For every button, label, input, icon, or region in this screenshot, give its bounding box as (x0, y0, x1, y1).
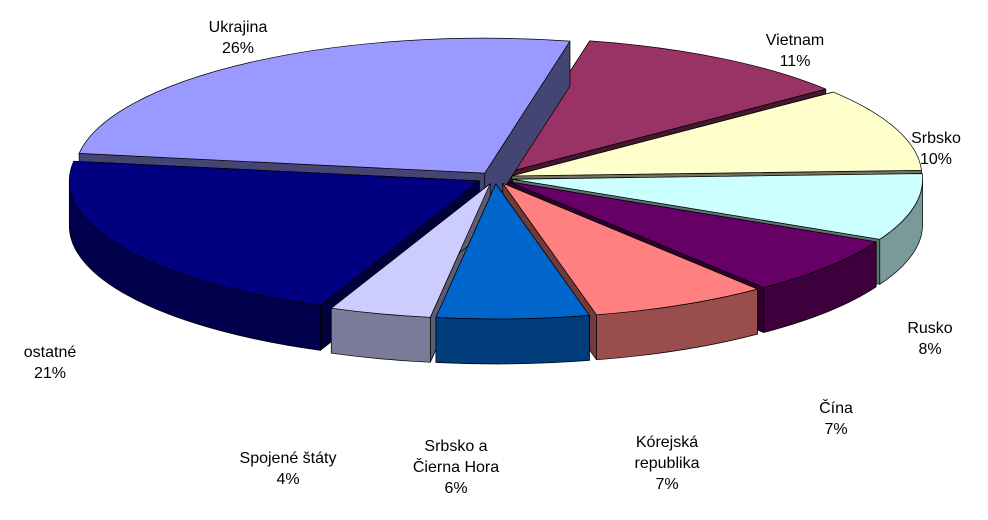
label-category: Srbsko a Čierna Hora (412, 438, 500, 476)
label-value: 7% (824, 421, 848, 438)
label-value: 26% (221, 40, 255, 57)
label-value: 4% (276, 471, 300, 488)
slice (78, 37, 571, 174)
label-value: 6% (444, 480, 468, 497)
label-category: Vietnam (765, 32, 825, 49)
data-label: ostatné 21% (0, 342, 102, 384)
data-label: Srbsko 10% (884, 128, 988, 170)
slice (502, 182, 758, 316)
data-label: Vietnam 11% (743, 30, 847, 72)
slice (508, 181, 877, 288)
label-category: Srbsko (911, 130, 961, 147)
label-value: 8% (918, 341, 942, 358)
label-category: ostatné (23, 344, 77, 361)
slice (512, 173, 923, 240)
label-category: Čína (819, 400, 853, 417)
slice (330, 183, 491, 318)
slice (435, 183, 590, 320)
label-category: Kórejská republika (634, 434, 700, 472)
slice-wall (435, 315, 590, 365)
label-category: Rusko (907, 320, 953, 337)
data-label: Spojené štáty 4% (236, 448, 340, 490)
data-label: Kórejská republika 7% (615, 432, 719, 495)
label-value: 21% (33, 365, 67, 382)
label-value: 7% (655, 476, 679, 493)
slice (68, 160, 480, 306)
slice (504, 40, 827, 174)
data-label: Čína 7% (784, 398, 888, 440)
data-label: Rusko 8% (878, 318, 982, 360)
data-label: Ukrajina 26% (186, 17, 290, 59)
label-category: Spojené štáty (239, 450, 337, 467)
label-value: 10% (919, 151, 953, 168)
slice (511, 91, 922, 177)
label-value: 11% (779, 53, 811, 70)
label-category: Ukrajina (208, 19, 268, 36)
data-label: Srbsko a Čierna Hora 6% (404, 436, 508, 499)
